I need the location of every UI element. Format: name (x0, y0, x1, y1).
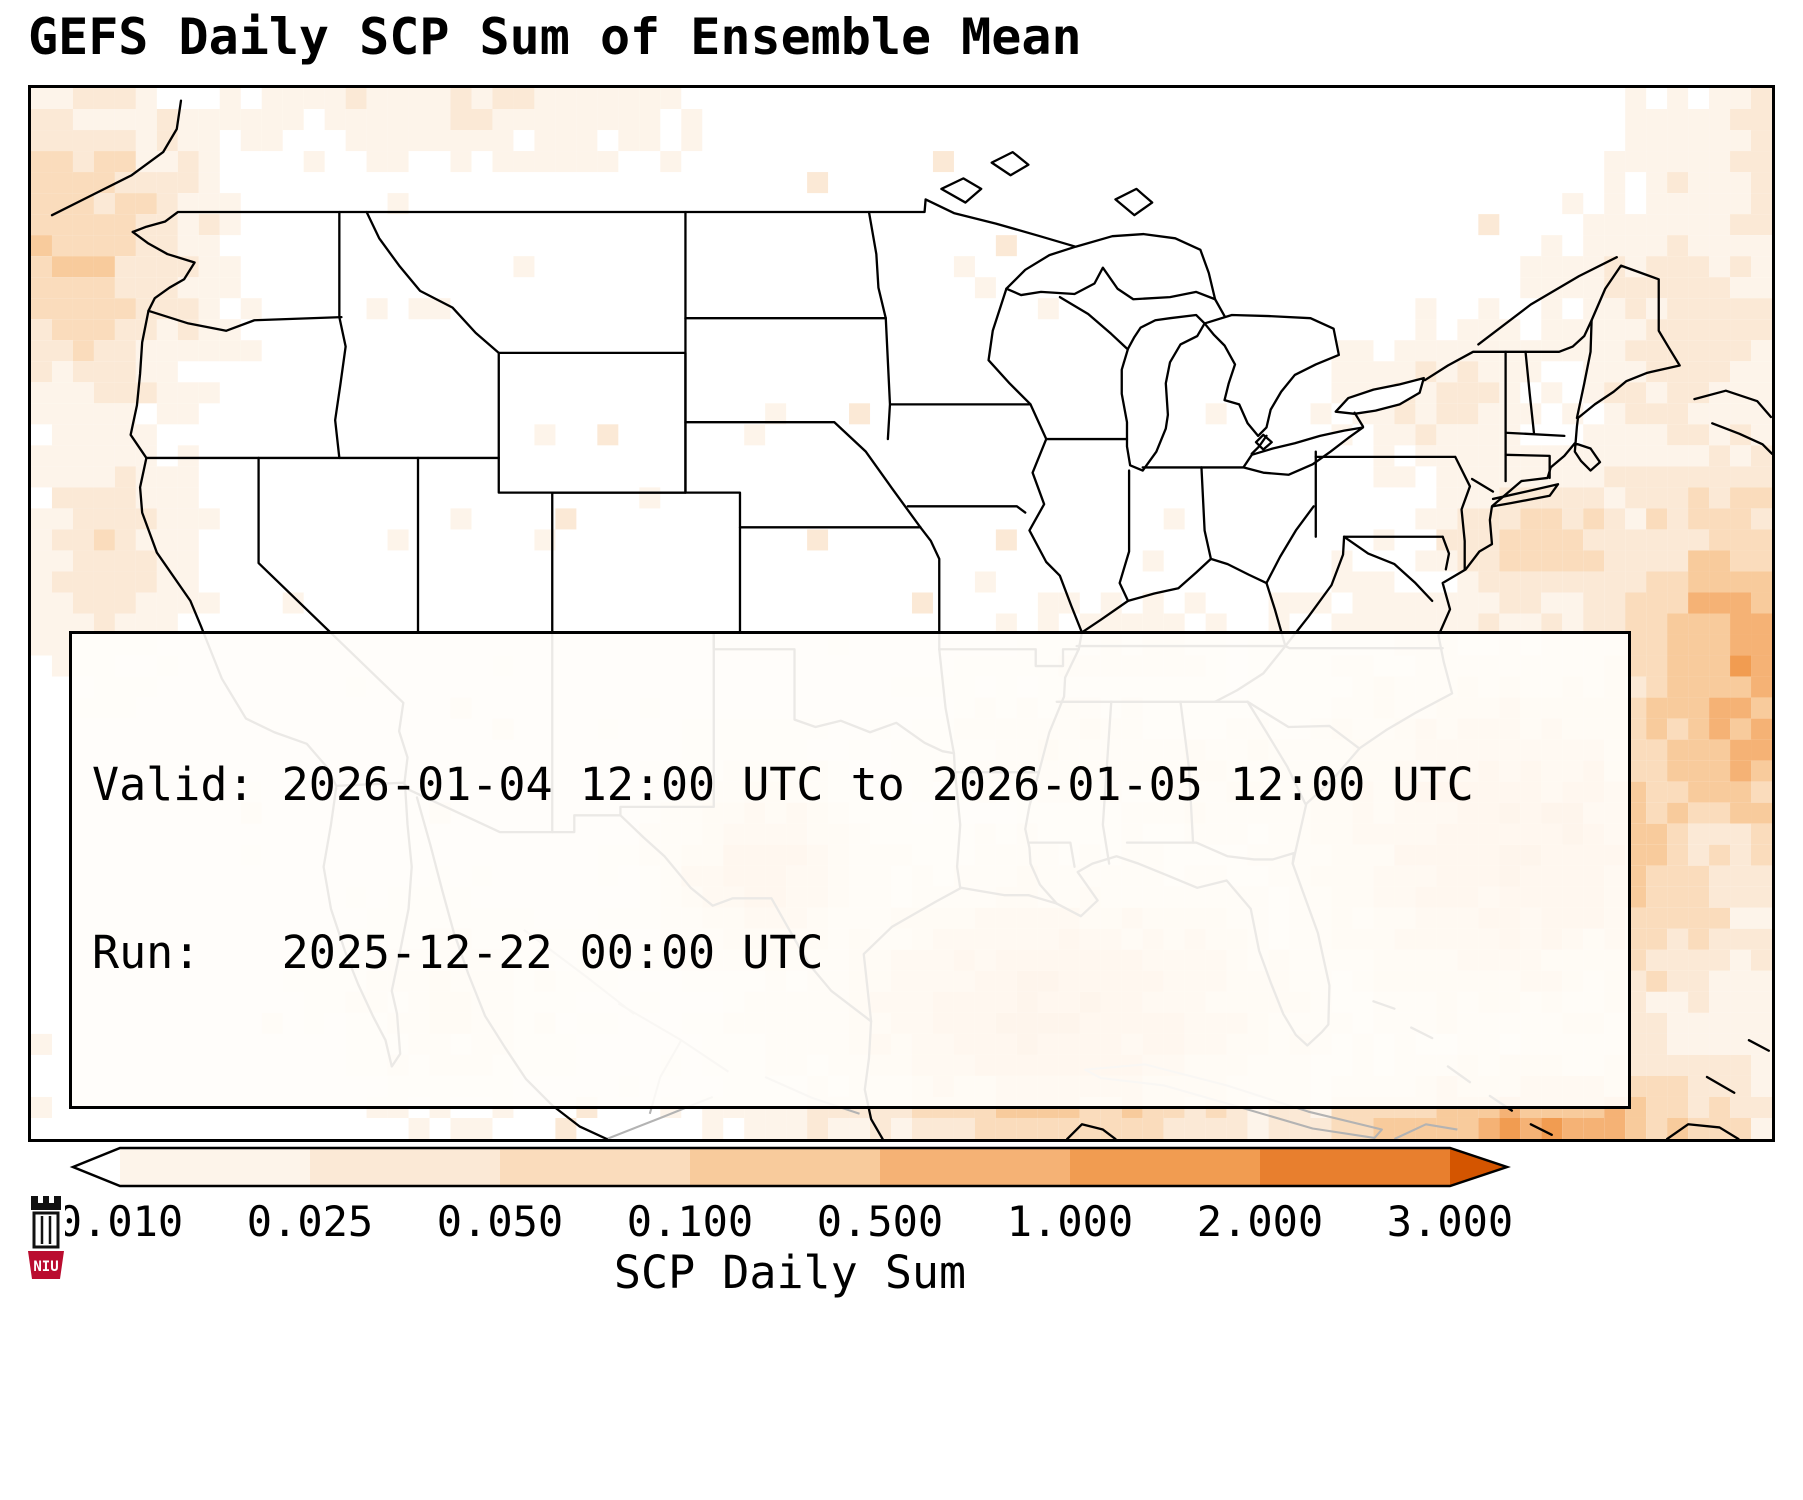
colorbar-label: SCP Daily Sum (613, 1246, 967, 1299)
map-canvas: Valid: 2026-01-04 12:00 UTC to 2026-01-0… (28, 85, 1775, 1142)
colorbar-tick-label: 0.050 (437, 1197, 563, 1246)
colorbar-tick-label: 2.000 (1197, 1197, 1323, 1246)
colorbar-tick-label: 0.100 (627, 1197, 753, 1246)
colorbar-tick-label: 0.010 (65, 1197, 183, 1246)
logo-text: NIU (33, 1259, 58, 1275)
colorbar-tick-label: 0.500 (817, 1197, 943, 1246)
logo-banner (28, 1251, 64, 1279)
valid-time-text: Valid: 2026-01-04 12:00 UTC to 2026-01-0… (92, 757, 1474, 811)
castle-icon (31, 1196, 61, 1249)
colorbar-tick-label: 1.000 (1007, 1197, 1133, 1246)
lake-huron (1203, 313, 1341, 438)
colorbar: 0.010 0.025 0.050 0.100 0.500 1.000 2.000 3.000 (57, 1144, 1515, 1256)
lake-ontario (1334, 376, 1425, 415)
validity-info-box: Valid: 2026-01-04 12:00 UTC to 2026-01-0… (69, 631, 1631, 1109)
great-lakes (940, 150, 1425, 476)
niu-logo: NIU (28, 1196, 64, 1279)
figure-title: GEFS Daily SCP Sum of Ensemble Mean (28, 8, 1082, 66)
colorbar-tick-label: 0.025 (247, 1197, 373, 1246)
lake-erie (1242, 426, 1365, 476)
lake-michigan (1120, 313, 1206, 472)
lake-superior (1005, 232, 1217, 301)
colorbar-svg: 0.010 0.025 0.050 0.100 0.500 1.000 2.000 3.000 (57, 1146, 1513, 1246)
colorbar-tick-label: 3.000 (1387, 1197, 1513, 1246)
run-time-text: Run: 2025-12-22 00:00 UTC (92, 926, 824, 980)
